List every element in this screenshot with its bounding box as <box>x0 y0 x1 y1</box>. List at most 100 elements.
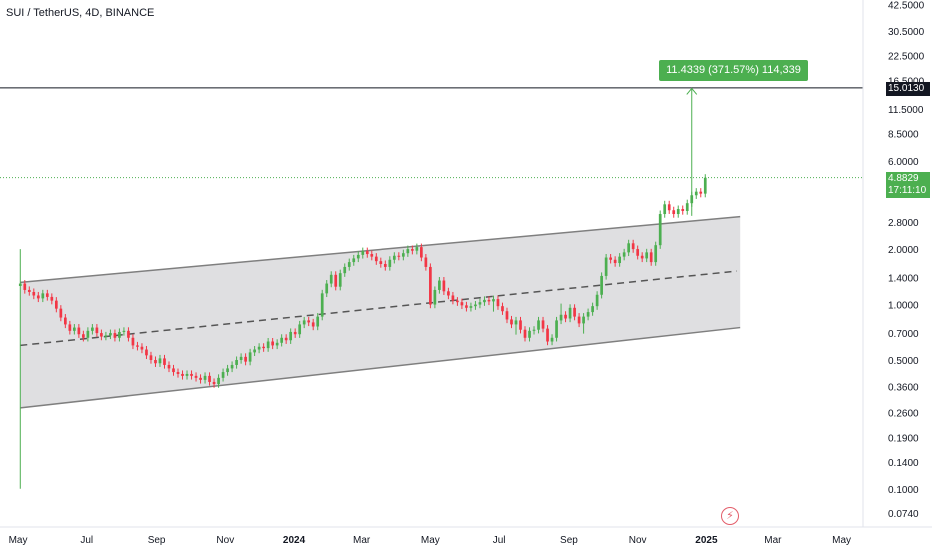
candle-body <box>559 314 563 321</box>
candle-body <box>217 377 220 385</box>
time-axis[interactable]: May Jul Sep Nov 2024 Mar May Jul Sep Nov 2025 Mar Ma… <box>9 535 851 546</box>
candle-body <box>663 204 667 215</box>
y-tick-label: 0.0740 <box>888 509 919 520</box>
candle-body <box>649 252 653 263</box>
y-tick-label: 0.2600 <box>888 408 919 419</box>
candle-body <box>257 346 261 350</box>
y-tick-label: 1.0000 <box>888 301 919 312</box>
channel-upper-line[interactable] <box>20 215 741 284</box>
candle-body <box>483 299 486 303</box>
candle-body <box>374 256 378 262</box>
candle-body <box>145 349 148 356</box>
candle-body <box>510 319 513 325</box>
candle-body <box>320 293 324 317</box>
candle-body <box>627 243 631 253</box>
candle-body <box>352 258 356 263</box>
candle-body <box>27 289 31 292</box>
candle-body <box>73 327 76 331</box>
y-tick-label: 16.5000 <box>888 76 925 87</box>
candle-body <box>631 243 635 250</box>
y-tick-label: 1.4000 <box>888 274 919 285</box>
candle-body <box>447 291 450 296</box>
candle-body <box>338 273 342 287</box>
candle-body <box>18 283 22 286</box>
candle-body <box>235 359 238 365</box>
candle-body <box>298 324 302 335</box>
candle-body <box>654 245 658 263</box>
candle-body <box>456 300 459 303</box>
candle-body <box>91 327 94 331</box>
candle-body <box>248 352 252 362</box>
price-axis[interactable]: 42.5000 30.5000 22.5000 16.5000 11.5000 8.500… <box>888 1 925 520</box>
x-tick-label: Nov <box>216 535 234 546</box>
flash-icon[interactable]: ⚡ <box>721 507 739 525</box>
x-tick-label: 2024 <box>283 535 306 546</box>
candle-body <box>221 372 225 378</box>
candle-body <box>262 346 265 349</box>
y-tick-label: 0.5000 <box>888 356 919 367</box>
candle-body <box>640 255 644 259</box>
candle-body <box>253 349 256 353</box>
candle-body <box>496 299 500 307</box>
candle-body <box>95 327 99 334</box>
candle-body <box>230 364 234 369</box>
candle-body <box>492 299 495 302</box>
y-tick-label: 8.5000 <box>888 129 919 140</box>
parallel-channel[interactable] <box>20 215 741 409</box>
candle-body <box>284 337 288 341</box>
candle-body <box>622 252 626 257</box>
candle-body <box>190 373 193 376</box>
y-tick-label: 22.5000 <box>888 51 925 62</box>
candle-body <box>118 331 121 338</box>
x-tick-label: Jul <box>80 535 93 546</box>
candle-body <box>68 324 72 331</box>
candle-body <box>23 283 27 290</box>
candle-body <box>672 210 676 215</box>
x-tick-label: Nov <box>629 535 647 546</box>
candle-body <box>203 375 207 380</box>
candle-body <box>131 337 135 346</box>
candle-body <box>280 337 284 343</box>
candle-body <box>379 261 383 264</box>
candlesticks <box>18 174 707 489</box>
candle-body <box>113 333 117 338</box>
candle-body <box>487 299 491 302</box>
candle-body <box>104 335 108 337</box>
channel-mid-line[interactable] <box>20 270 737 347</box>
channel-lower-line[interactable] <box>20 326 741 409</box>
candle-body <box>591 306 594 313</box>
candle-body <box>383 263 387 267</box>
candle-body <box>465 305 468 308</box>
candle-body <box>63 317 67 325</box>
y-tick-label: 30.5000 <box>888 27 925 38</box>
x-tick-label: Jul <box>493 535 506 546</box>
candle-body <box>158 358 162 364</box>
candle-body <box>109 333 112 336</box>
x-tick-label: May <box>421 535 440 546</box>
candle-body <box>329 274 333 284</box>
candle-body <box>82 334 85 338</box>
y-tick-label: 11.5000 <box>888 105 924 116</box>
y-tick-label: 0.1900 <box>888 433 919 444</box>
candle-body <box>307 320 311 323</box>
current-price-label: 4.8829 <box>886 172 930 186</box>
candle-body <box>681 209 685 211</box>
candle-body <box>618 256 621 264</box>
candle-body <box>59 308 63 318</box>
candle-body <box>410 249 414 251</box>
candle-body <box>676 209 680 215</box>
candle-body <box>194 375 198 378</box>
measure-label[interactable]: 11.4339 (371.57%) 114,339 <box>659 60 808 81</box>
y-tick-label: 0.1400 <box>888 458 919 469</box>
candle-body <box>45 293 49 297</box>
candle-body <box>433 289 437 305</box>
candle-body <box>149 355 153 360</box>
candle-body <box>501 306 504 312</box>
candle-body <box>537 320 540 330</box>
candle-body <box>54 300 58 309</box>
candle-body <box>519 320 522 330</box>
x-tick-label: Sep <box>560 535 578 546</box>
candle-body <box>577 316 581 324</box>
candle-body <box>460 302 464 306</box>
